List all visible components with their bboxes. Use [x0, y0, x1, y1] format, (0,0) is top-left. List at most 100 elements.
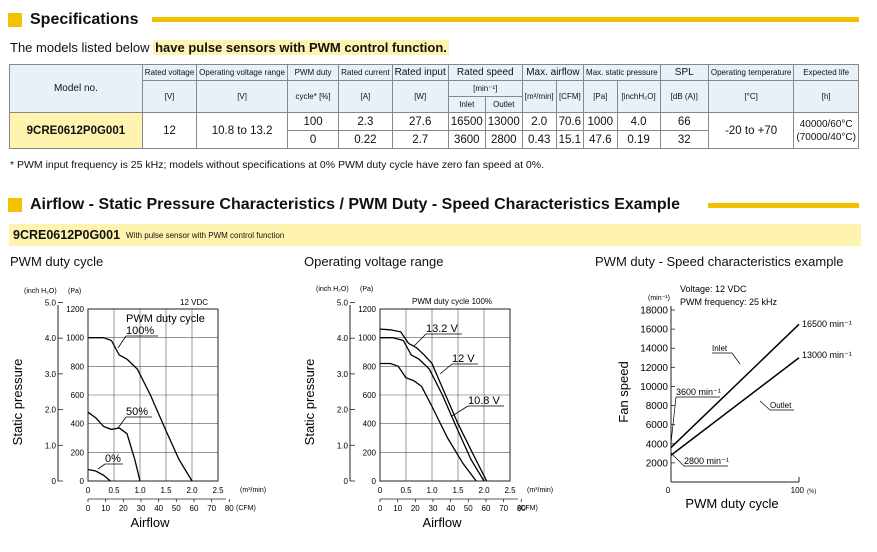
cell-inlet: 16500	[447, 112, 486, 131]
label-10-8v: 10.8 V	[468, 395, 500, 407]
th-spl: SPL	[659, 64, 709, 81]
cell-sp-pa: 47.6	[583, 130, 618, 149]
y-tick-label: 8000	[646, 401, 669, 412]
unit-min: (min⁻¹)	[648, 295, 670, 302]
unit-cfm: (CFM)	[518, 505, 538, 512]
x-tick-m3: 1.0	[134, 486, 146, 495]
th-rated-speed-unit: [min⁻¹]	[447, 80, 523, 97]
y-axis-label: Static pressure	[302, 359, 317, 446]
cell-sp-in: 0.19	[616, 130, 661, 149]
x-tick-cfm: 70	[207, 504, 216, 513]
y-tick-inch: 1.0	[45, 441, 57, 450]
y-tick-pa: 400	[71, 420, 85, 429]
x-tick-cfm: 0	[86, 504, 91, 513]
th-airflow-unit1: [m³/min]	[521, 80, 557, 113]
cell-sp-in: 4.0	[616, 112, 661, 131]
x-tick-cfm: 60	[482, 504, 491, 513]
plot-frame	[87, 308, 219, 482]
unit-pa: (Pa)	[360, 286, 373, 293]
label-12v: 12 V	[452, 353, 475, 365]
th-rated-current: Rated current	[338, 64, 393, 81]
cell-duty: 100	[287, 112, 340, 131]
x-tick-cfm: 30	[429, 504, 438, 513]
label-12v-leader	[439, 363, 453, 375]
cell-air-cfm: 15.1	[555, 130, 585, 149]
chart-model-sub: With pulse sensor with PWM control funct…	[126, 230, 285, 240]
cell-input: 2.7	[391, 130, 449, 149]
x-tick-m3: 0.5	[400, 486, 412, 495]
y-tick-label: 14000	[640, 344, 668, 355]
label-10-8v-leader	[451, 405, 469, 417]
x-tick-cfm: 80	[225, 504, 234, 513]
y-tick-pa: 1000	[66, 334, 84, 343]
x-tick-cfm: 70	[499, 504, 508, 513]
label-0: 0%	[105, 453, 121, 465]
charts-title: Airflow - Static Pressure Characteristic…	[30, 196, 680, 213]
chart3-subtitle: PWM duty - Speed characteristics example	[595, 254, 844, 269]
x-unit: (%)	[807, 489, 816, 495]
th-life: Expected life	[793, 64, 859, 81]
label-outlet-leader	[759, 400, 771, 411]
unit-cfm: (CFM)	[236, 505, 256, 512]
th-op-voltage-unit: [V]	[196, 80, 289, 113]
x-tick-cfm: 0	[378, 504, 383, 513]
cell-op-temp: -20 to +70	[707, 112, 795, 149]
x-axis-label: Airflow	[130, 515, 170, 530]
label-13-2v-leader	[413, 333, 427, 347]
th-rated-current-unit: [A]	[338, 80, 393, 113]
x-tick-m3: 0.5	[108, 486, 120, 495]
y-tick-label: 10000	[640, 382, 668, 393]
header-rule	[708, 203, 859, 208]
cell-current: 0.22	[338, 130, 393, 149]
label-50: 50%	[126, 406, 148, 418]
th-rated-voltage: Rated voltage	[141, 64, 198, 81]
series-line-132V	[379, 328, 488, 482]
y-tick-inch: 3.0	[45, 370, 57, 379]
note-frequency: PWM frequency: 25 kHz	[680, 297, 778, 307]
cell-op-voltage: 10.8 to 13.2	[196, 112, 289, 149]
th-rated-input: Rated input	[391, 64, 449, 81]
th-outlet: Outlet	[484, 96, 523, 113]
label-inlet-leader	[731, 352, 741, 365]
y-tick-pa: 800	[363, 362, 377, 371]
series-line-12V	[380, 337, 485, 482]
cell-outlet: 2800	[484, 130, 523, 149]
cell-duty: 0	[287, 130, 340, 149]
x-tick-cfm: 40	[154, 504, 163, 513]
y-tick-inch: 4.0	[337, 334, 349, 343]
x-tick-m3: 2.0	[478, 486, 490, 495]
y-axis-label: Fan speed	[616, 361, 631, 422]
y-tick-label: 12000	[640, 363, 668, 374]
th-spl-unit: [dB (A)]	[659, 80, 709, 113]
header-marker	[8, 13, 22, 27]
th-life-unit: [h]	[793, 80, 859, 113]
th-static-unit2: [inchH₂O]	[616, 80, 661, 113]
y-tick-inch: 0	[52, 477, 57, 486]
x-tick-cfm: 10	[101, 504, 110, 513]
x-tick-cfm: 80	[517, 504, 526, 513]
y-tick-pa: 0	[80, 477, 85, 486]
label-50-leader	[117, 416, 127, 429]
unit-inch: (inch H₂O)	[316, 286, 349, 293]
start-outlet-leader	[670, 452, 685, 467]
label-outlet: Outlet	[770, 401, 792, 410]
chart2-subtitle: Operating voltage range	[304, 254, 444, 269]
start-outlet: 2800 min⁻¹	[684, 456, 729, 466]
y-axis-label: Static pressure	[10, 359, 25, 446]
specifications-title: Specifications	[30, 11, 139, 28]
cell-input: 27.6	[391, 112, 449, 131]
chart2-note: PWM duty cycle 100%	[412, 297, 492, 306]
unit-pa: (Pa)	[68, 288, 81, 295]
chart1-subtitle: PWM duty cycle	[10, 254, 104, 269]
x-tick-cfm: 30	[137, 504, 146, 513]
th-rated-speed: Rated speed	[447, 64, 523, 81]
y-tick-label: 18000	[640, 306, 668, 317]
label-13-2v: 13.2 V	[426, 323, 458, 335]
x-tick-m3: 2.5	[212, 486, 224, 495]
th-inlet: Inlet	[447, 96, 486, 113]
x-tick-m3: 1.0	[426, 486, 438, 495]
life-secondary: (70000/40°C)	[796, 131, 856, 143]
y-tick-inch: 3.0	[337, 370, 349, 379]
end-inlet: 16500 min⁻¹	[802, 319, 852, 329]
plot-frame	[379, 308, 511, 482]
